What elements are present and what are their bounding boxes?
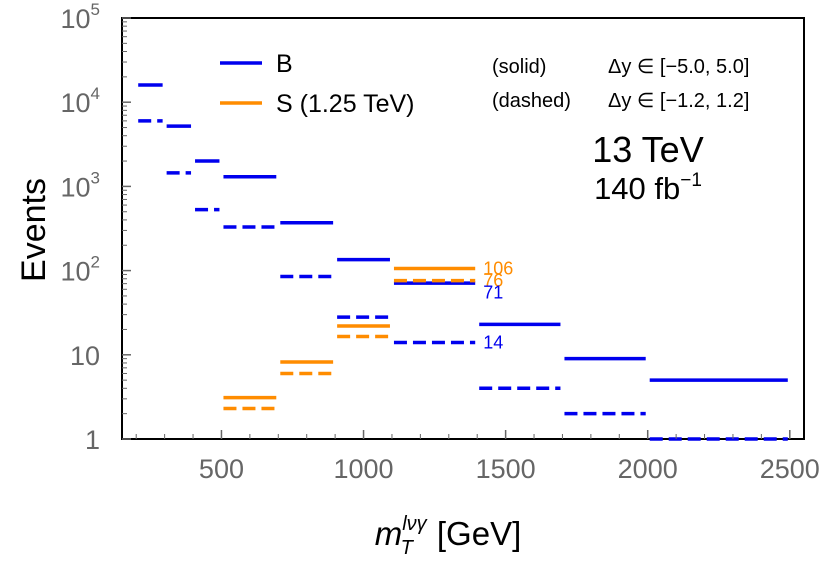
annotation-2: 71 (483, 282, 503, 302)
luminosity-value: 140 fb (594, 171, 680, 206)
y-tick-label-5: 105 (60, 0, 100, 34)
note-dashed-range: Δy ∈ [−1.2, 1.2] (608, 90, 749, 112)
annotation-3: 14 (483, 332, 503, 352)
annotation-0: 106 (483, 258, 513, 278)
x-axis-title: mlνγ T [GeV] (375, 513, 522, 559)
ticks-layer: 500 1000 1500 2000 2500 1 10 102 103 104 105 (60, 0, 819, 484)
plot-frame (121, 17, 805, 440)
x-tick-label-3: 2000 (618, 454, 678, 484)
luminosity-exponent: −1 (680, 170, 702, 191)
luminosity-label: 140 fb−1 (594, 170, 702, 206)
x-axis-title-sub: T (401, 537, 415, 559)
x-axis-title-main: m (375, 515, 403, 552)
legend-b-label: B (276, 50, 293, 78)
y-tick-label-3: 103 (60, 168, 100, 202)
y-tick-label-1: 10 (70, 341, 100, 371)
x-axis-title-unit: [GeV] (437, 515, 521, 552)
note-dashed: (dashed) (492, 90, 571, 112)
x-tick-label-2: 1500 (476, 454, 536, 484)
x-axis-title-sup: lνγ (402, 513, 427, 535)
x-tick-label-0: 500 (199, 454, 244, 484)
y-tick-label-4: 104 (60, 84, 100, 118)
energy-label: 13 TeV (592, 129, 703, 170)
note-solid-range: Δy ∈ [−5.0, 5.0] (608, 56, 749, 78)
y-axis-title: Events (15, 178, 53, 282)
x-tick-label-1: 1000 (334, 454, 394, 484)
note-solid: (solid) (492, 56, 546, 78)
legend-s-label: S (1.25 TeV) (276, 90, 415, 118)
x-tick-label-4: 2500 (760, 454, 820, 484)
annotation-1: 76 (483, 271, 503, 291)
y-tick-label-0: 1 (85, 425, 100, 455)
y-tick-label-2: 102 (60, 253, 100, 287)
